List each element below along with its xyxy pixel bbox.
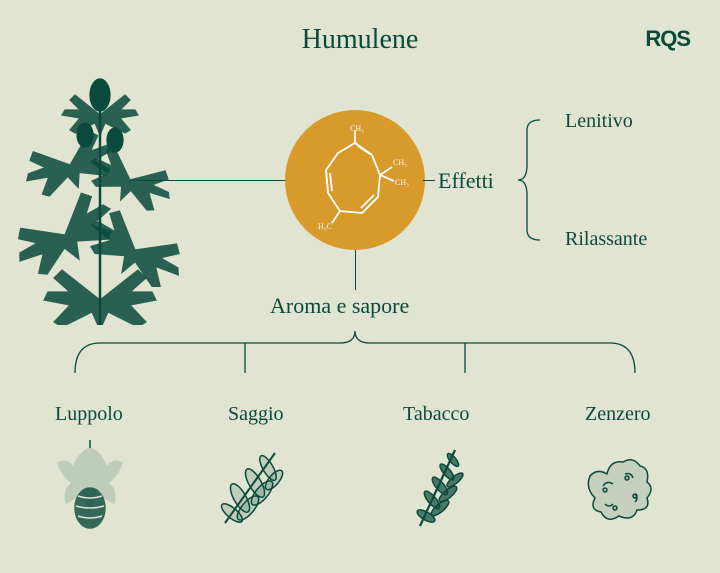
connector-line-aroma xyxy=(355,250,356,290)
effects-label: Effetti xyxy=(438,168,494,194)
connector-line-plant xyxy=(130,180,290,181)
molecule-structure-icon: CH₃ CH₃ CH₃ H₃C xyxy=(300,125,410,235)
aroma-label: Aroma e sapore xyxy=(270,293,409,319)
molecule-label: CH₃ xyxy=(393,158,407,167)
connector-line-effects xyxy=(423,180,435,181)
effect-item: Lenitivo xyxy=(565,110,633,133)
tobacco-icon xyxy=(400,438,485,533)
sage-icon xyxy=(210,438,295,533)
molecule-label: H₃C xyxy=(318,222,332,231)
brand-logo: RQS xyxy=(645,26,690,52)
molecule-label: CH₃ xyxy=(350,125,364,133)
aroma-item: Luppolo xyxy=(55,403,123,426)
page-title: Humulene xyxy=(302,24,419,56)
aroma-brace xyxy=(60,328,650,388)
aroma-item: Zenzero xyxy=(585,403,651,426)
ginger-icon xyxy=(575,438,660,533)
cannabis-plant-icon xyxy=(10,65,190,325)
molecule-label: CH₃ xyxy=(395,178,409,187)
molecule-circle: CH₃ CH₃ CH₃ H₃C xyxy=(285,110,425,250)
effects-brace xyxy=(515,115,555,245)
aroma-item: Tabacco xyxy=(403,403,469,426)
aroma-item: Saggio xyxy=(228,403,284,426)
hops-icon xyxy=(48,438,133,533)
effect-item: Rilassante xyxy=(565,228,647,251)
